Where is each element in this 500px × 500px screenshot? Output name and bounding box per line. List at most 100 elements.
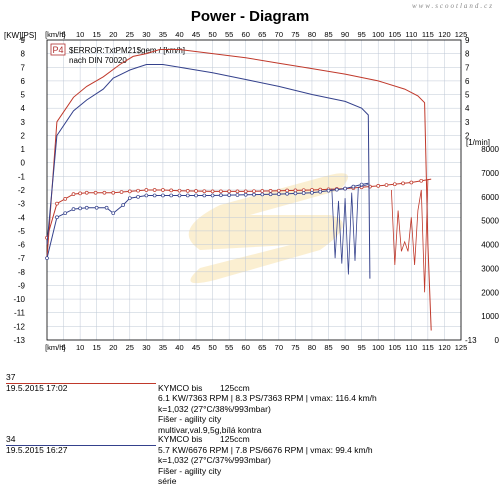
x-tick-label-top: 90 <box>341 30 349 39</box>
y-tick-label-right: 3 <box>465 118 470 127</box>
x-tick-label-top: 100 <box>372 30 385 39</box>
rpm-marker-37 <box>268 189 273 193</box>
x-tick-label-top: 40 <box>175 30 183 39</box>
x-tick-label-bottom: 10 <box>76 343 84 352</box>
rpm-marker-37 <box>243 189 248 194</box>
x-tick-label-bottom: 95 <box>357 343 365 352</box>
rpm-dropout-37 <box>391 179 429 293</box>
y-tick-label-right: -13 <box>465 336 477 345</box>
x-tick-label-top: 5 <box>61 30 65 39</box>
rpm-tick-label: 1000 <box>481 312 499 321</box>
x-tick-label-top: 15 <box>93 30 101 39</box>
watermark: www.scootland.cz <box>411 2 494 10</box>
rpm-dropout-34 <box>331 184 369 275</box>
x-tick-label-bottom: 75 <box>291 343 299 352</box>
y-tick-label-left: 5 <box>21 91 26 100</box>
x-tick-label-bottom: 55 <box>225 343 233 352</box>
rpm-marker-34 <box>310 190 314 195</box>
y-tick-label-left: -1 <box>18 172 26 181</box>
x-tick-label-bottom: 125 <box>455 343 468 352</box>
rpm-marker-37 <box>71 192 76 196</box>
rpm-marker-34 <box>161 193 165 198</box>
y-tick-label-left: 1 <box>21 145 26 154</box>
note-line-1: $ERROR:TxtPM21$gem / [km/h] <box>69 46 185 55</box>
power-curve-37 <box>46 49 432 331</box>
run-color-line <box>6 382 156 384</box>
x-tick-label-bottom: 65 <box>258 343 266 352</box>
rpm-tick-label: 4000 <box>481 241 499 250</box>
x-tick-label-bottom: 60 <box>242 343 250 352</box>
x-tick-label-top: 45 <box>192 30 200 39</box>
x-tick-label-bottom: 30 <box>142 343 150 352</box>
rpm-marker-37 <box>55 201 59 206</box>
y-tick-label-left: -5 <box>18 227 26 236</box>
run-id: 37 <box>6 372 16 382</box>
rpm-marker-34 <box>185 193 190 198</box>
run-detail: 5.7 KW/6676 RPM | 7.8 PS/6676 RPM | vmax… <box>158 444 373 455</box>
x-tick-label-bottom: 50 <box>208 343 216 352</box>
run-detail: k=1,032 (27°C/37%/993mbar) <box>158 455 271 465</box>
rpm-marker-34 <box>210 193 215 198</box>
y-tick-label-left: 7 <box>21 63 26 72</box>
rpm-marker-34 <box>104 205 109 210</box>
rpm-marker-34 <box>169 193 174 198</box>
y-tick-label-left: 6 <box>21 77 26 86</box>
rpm-marker-34 <box>252 192 256 197</box>
logo-watermark-shape <box>188 173 348 284</box>
y-tick-label-left: -6 <box>18 241 26 250</box>
run-model: KYMCO bis <box>158 434 203 444</box>
x-tick-label-bottom: 5 <box>61 343 65 352</box>
x-tick-label-top: 60 <box>242 30 250 39</box>
rpm-tick-label: 8000 <box>481 145 499 154</box>
x-tick-label-top: 55 <box>225 30 233 39</box>
y-tick-label-left: 0 <box>21 159 26 168</box>
rpm-marker-34 <box>326 188 331 193</box>
rpm-marker-34 <box>343 186 347 191</box>
run-detail: 6.1 KW/7363 RPM | 8.3 PS/7363 RPM | vmax… <box>158 393 377 403</box>
y-tick-label-right: 4 <box>465 104 470 113</box>
x-tick-label-bottom: 115 <box>422 343 434 352</box>
rpm-marker-37 <box>152 188 157 192</box>
rpm-marker-34 <box>268 192 273 197</box>
x-tick-label-bottom: 25 <box>126 343 134 352</box>
rpm-marker-37 <box>84 190 89 195</box>
y-tick-label-left: 9 <box>21 36 26 45</box>
rpm-marker-34 <box>55 215 59 220</box>
rpm-marker-37 <box>102 190 107 195</box>
x-tick-label-top: 115 <box>422 30 434 39</box>
x-tick-label-bottom: 40 <box>175 343 183 352</box>
rpm-marker-34 <box>136 194 140 199</box>
y-tick-label-left: -3 <box>18 200 26 209</box>
rpm-marker-37 <box>127 189 132 194</box>
x-tick-label-top: 35 <box>159 30 167 39</box>
x-tick-label-top: 20 <box>109 30 117 39</box>
rpm-marker-34 <box>144 193 149 198</box>
rpm-marker-37 <box>419 178 424 183</box>
y-axis-label-left: [KW][PS] <box>4 31 36 40</box>
x-tick-label-top: 105 <box>389 30 402 39</box>
rpm-marker-37 <box>136 188 140 193</box>
y-tick-label-right: 5 <box>465 91 470 100</box>
rpm-marker-37 <box>409 180 414 185</box>
rpm-marker-37 <box>185 189 190 193</box>
rpm-tick-label: 0 <box>495 336 500 345</box>
run-detail: Fišer - agility city <box>158 465 222 476</box>
y-tick-label-left: -10 <box>13 295 25 304</box>
run-size: 125ccm <box>220 434 250 444</box>
run-detail: série <box>158 476 177 486</box>
x-tick-label-bottom: 85 <box>324 343 332 352</box>
rpm-marker-37 <box>93 190 98 195</box>
x-tick-label-top: 30 <box>142 30 150 39</box>
rpm-marker-34 <box>111 211 116 216</box>
rpm-marker-34 <box>293 191 298 196</box>
y-tick-label-right: 8 <box>465 50 470 59</box>
rpm-marker-34 <box>84 205 89 210</box>
run-date: 19.5.2015 17:02 <box>6 382 68 393</box>
rpm-marker-34 <box>152 193 157 198</box>
x-tick-label-bottom: 35 <box>159 343 167 352</box>
rpm-marker-34 <box>78 206 82 211</box>
rpm-marker-34 <box>276 192 281 196</box>
x-unit-label-top: [km/h] <box>45 30 65 39</box>
rpm-marker-34 <box>71 207 76 211</box>
rpm-marker-34 <box>243 192 248 197</box>
